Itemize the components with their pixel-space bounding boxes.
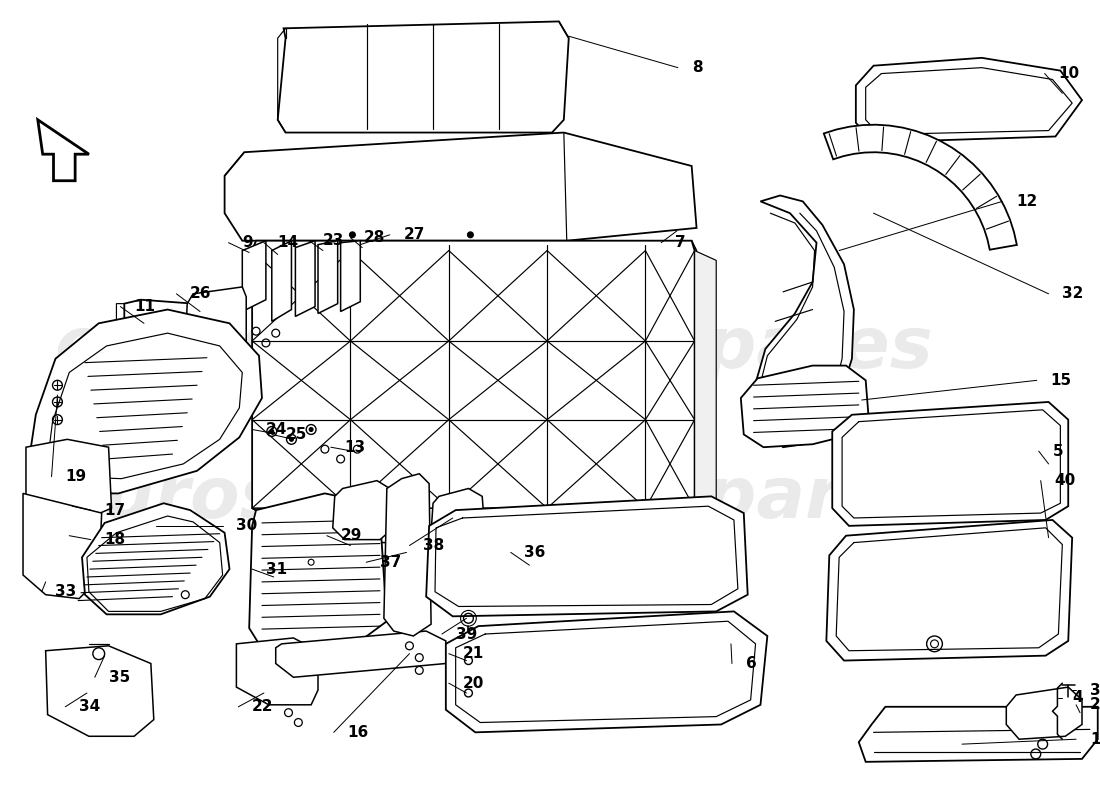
Text: 11: 11 [134,299,155,314]
Text: 38: 38 [424,538,444,553]
Polygon shape [341,241,361,311]
Polygon shape [82,503,230,614]
Polygon shape [856,58,1082,142]
Text: 19: 19 [65,469,87,484]
Text: 6: 6 [746,656,757,671]
Circle shape [350,232,355,238]
Text: 22: 22 [252,699,274,714]
Text: 34: 34 [79,699,100,714]
Circle shape [309,427,313,431]
Text: 25: 25 [286,427,307,442]
Polygon shape [242,241,266,311]
Polygon shape [252,241,696,260]
Circle shape [270,430,274,434]
Text: 1: 1 [1090,732,1100,746]
Text: 29: 29 [341,528,362,543]
Text: 12: 12 [1016,194,1037,209]
Text: 24: 24 [266,422,287,437]
Text: 33: 33 [55,584,77,599]
Polygon shape [833,402,1068,526]
Text: eurospares: eurospares [55,464,512,533]
Polygon shape [277,22,569,133]
Polygon shape [252,241,694,523]
Text: 10: 10 [1058,66,1079,81]
Text: 23: 23 [323,234,344,248]
Text: 17: 17 [104,502,125,518]
Text: 32: 32 [1063,286,1084,302]
Polygon shape [185,287,246,356]
Text: 7: 7 [675,235,685,250]
Text: 40: 40 [1055,473,1076,488]
Polygon shape [859,706,1098,762]
Text: 30: 30 [236,518,257,534]
Polygon shape [826,520,1072,661]
Text: 37: 37 [379,554,401,570]
Text: 35: 35 [109,670,130,685]
Text: 18: 18 [104,532,125,547]
Text: 31: 31 [266,562,287,577]
Text: 39: 39 [455,626,477,642]
Polygon shape [252,508,694,542]
Polygon shape [431,489,485,546]
Text: 21: 21 [462,646,484,661]
Text: 9: 9 [242,235,253,250]
Polygon shape [124,300,242,405]
Polygon shape [754,195,854,447]
Text: 20: 20 [462,676,484,690]
Polygon shape [384,474,431,636]
Polygon shape [37,120,89,181]
Circle shape [289,438,294,442]
Polygon shape [318,241,338,314]
Text: 27: 27 [404,227,425,242]
Text: 28: 28 [364,230,386,246]
Polygon shape [1006,687,1082,739]
Text: 4: 4 [1072,690,1082,706]
Text: 5: 5 [1053,444,1063,458]
Polygon shape [236,638,318,705]
Circle shape [468,232,473,238]
Polygon shape [333,481,394,540]
Polygon shape [224,133,696,241]
Text: eurospares: eurospares [476,314,933,383]
Text: 26: 26 [190,286,211,302]
Polygon shape [426,496,748,616]
Text: 3: 3 [1090,682,1100,698]
Text: 13: 13 [344,440,365,454]
Text: eurospares: eurospares [476,464,933,533]
Text: eurospares: eurospares [55,314,512,383]
Text: 8: 8 [692,60,702,75]
Text: 15: 15 [1050,373,1071,388]
Text: 2: 2 [1090,698,1100,712]
Polygon shape [272,241,292,322]
Text: 16: 16 [348,725,369,740]
Polygon shape [740,366,869,447]
Polygon shape [30,310,262,494]
Text: 14: 14 [277,235,299,250]
Polygon shape [45,646,154,736]
Polygon shape [250,494,387,644]
Text: 36: 36 [525,545,546,560]
Polygon shape [296,241,315,317]
Polygon shape [824,125,1016,250]
Polygon shape [23,494,101,598]
Polygon shape [26,439,111,523]
Polygon shape [276,631,446,678]
Polygon shape [446,611,768,732]
Polygon shape [694,250,716,518]
